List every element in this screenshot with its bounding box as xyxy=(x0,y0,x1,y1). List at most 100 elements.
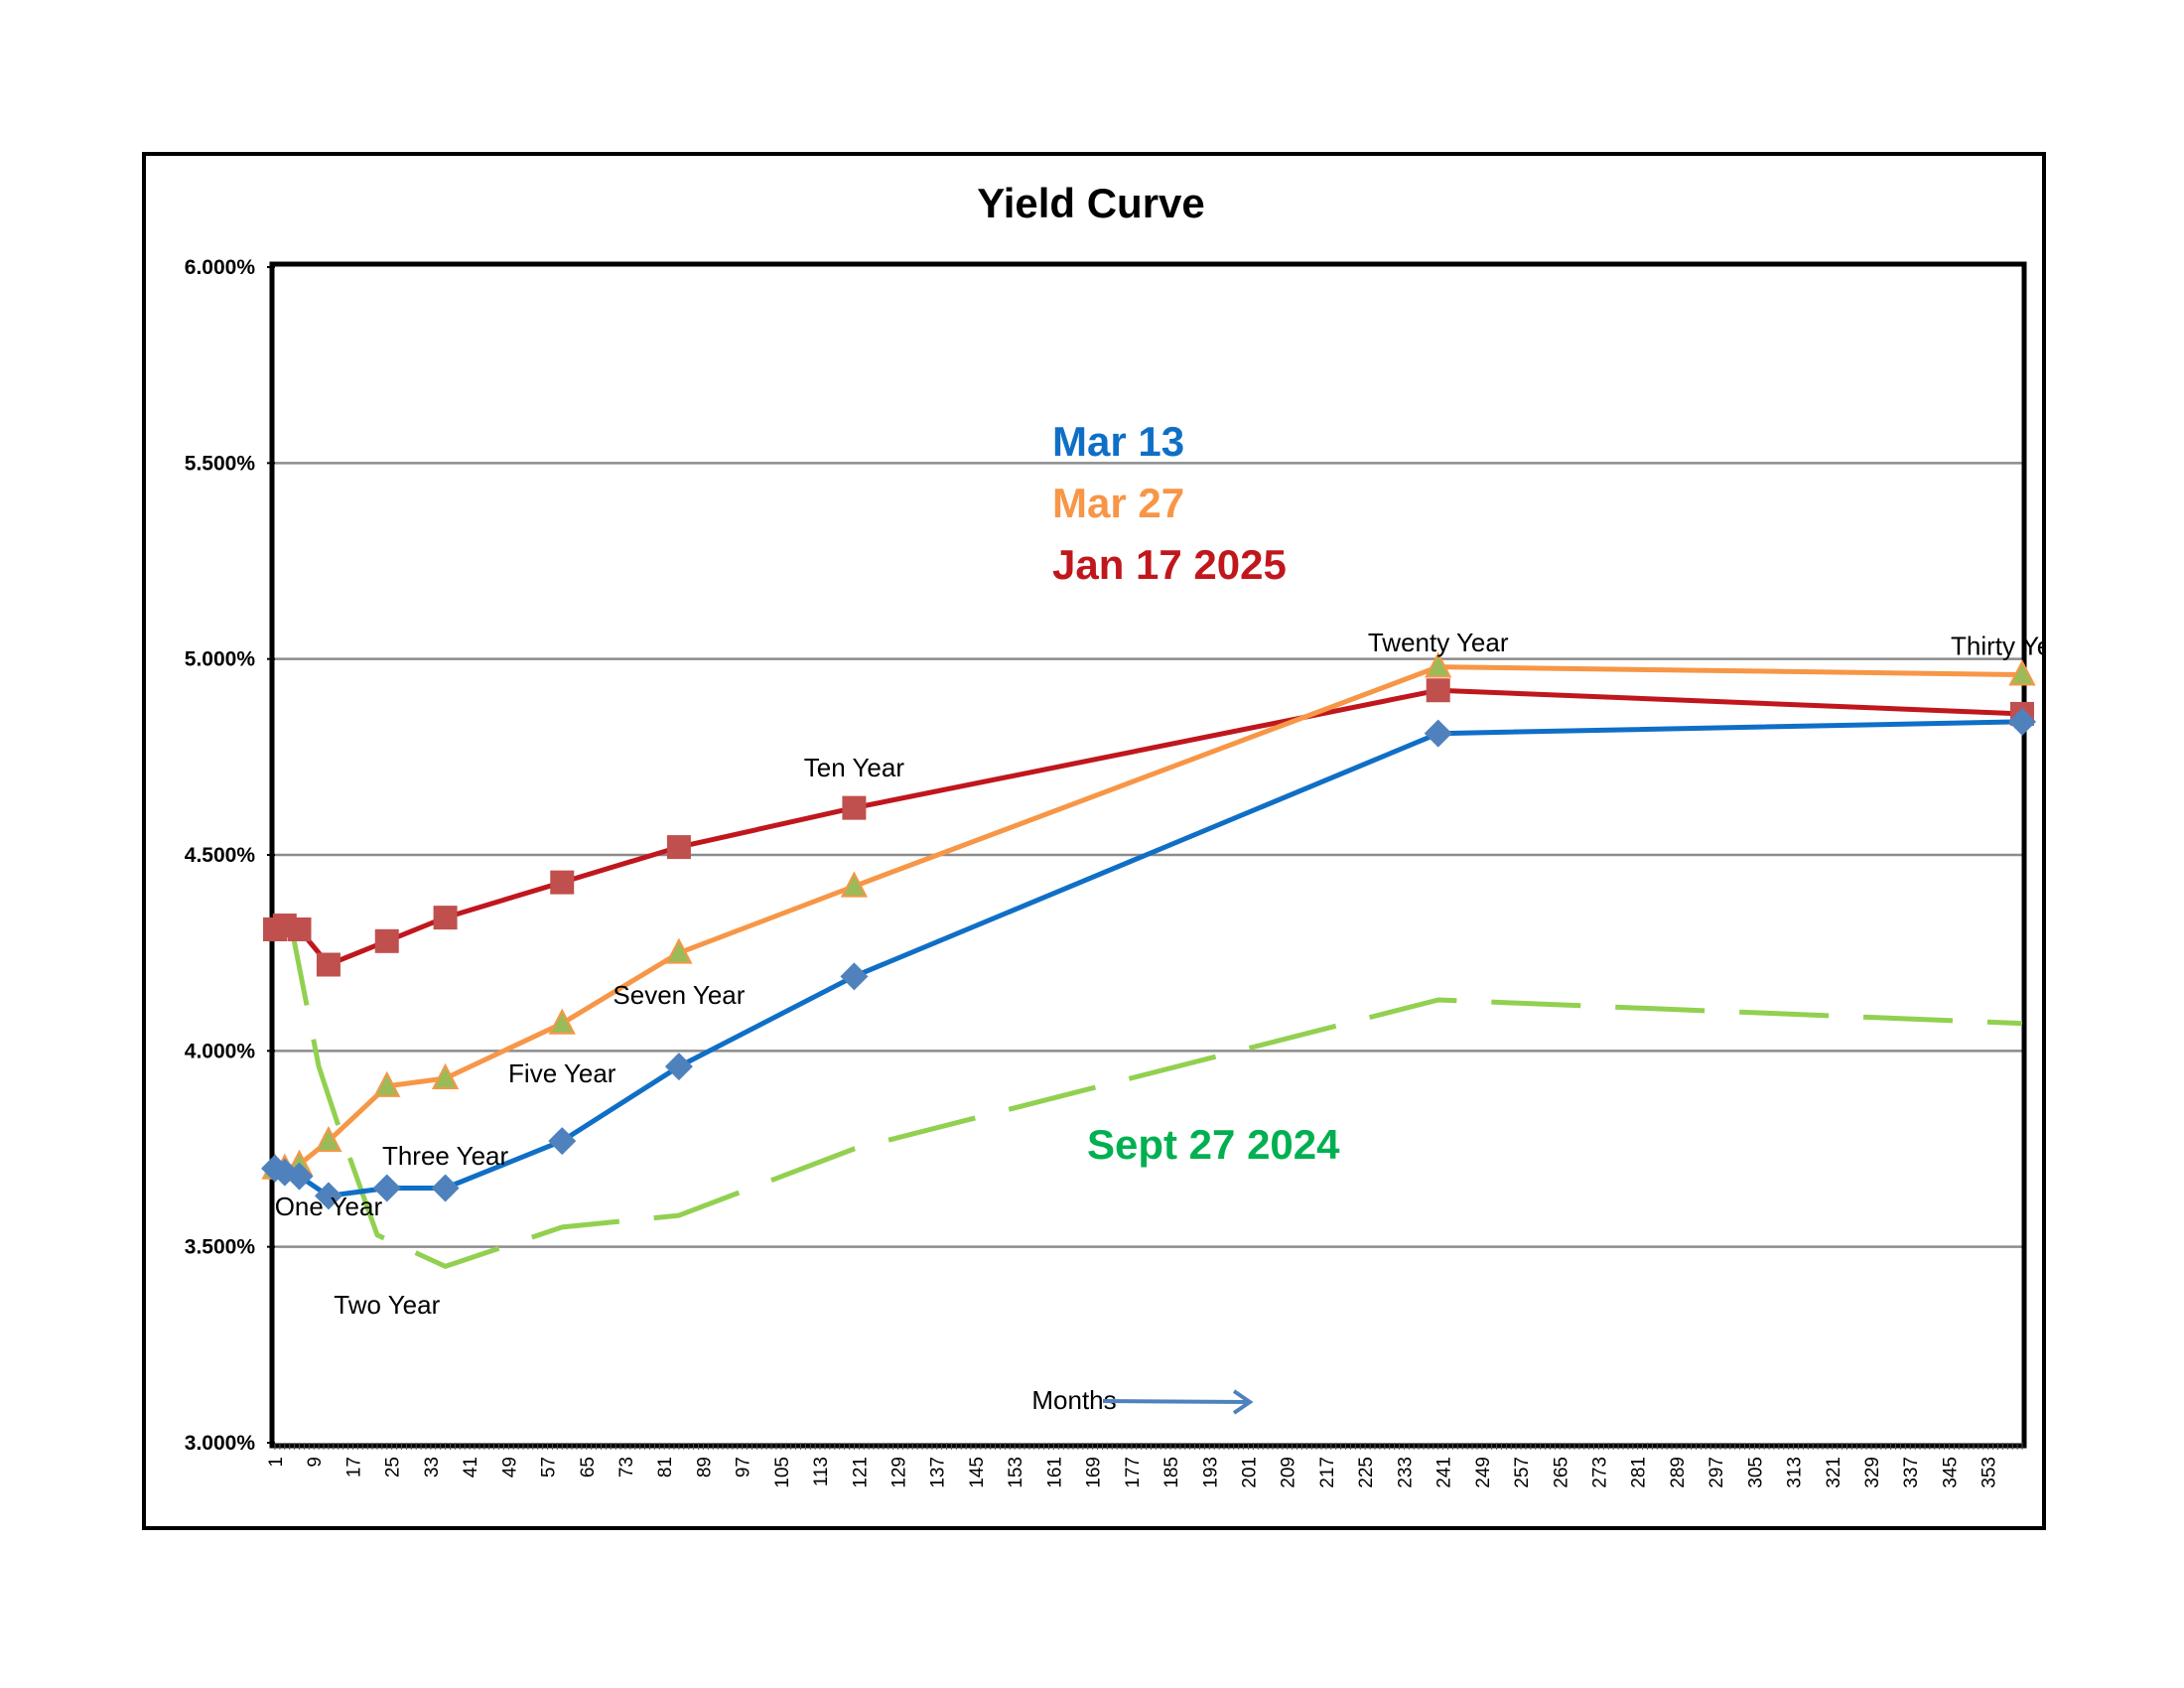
series-mar-13 xyxy=(261,707,2036,1210)
series-line xyxy=(287,916,2023,1269)
x-tick-label: 193 xyxy=(1200,1457,1221,1488)
y-tick-label: 3.500% xyxy=(185,1236,256,1259)
x-tick-label: 41 xyxy=(461,1457,481,1477)
data-point-diamond xyxy=(431,1174,460,1202)
maturity-label: Two Year xyxy=(334,1290,440,1320)
x-tick-label: 297 xyxy=(1706,1457,1727,1488)
data-point-diamond xyxy=(840,962,869,991)
data-point-triangle xyxy=(431,1062,460,1089)
x-tick-label: 129 xyxy=(889,1457,910,1488)
x-tick-label: 185 xyxy=(1161,1457,1182,1488)
y-axis: 3.000% 3.500% 4.000% 4.500% 5.000% 5.500% 6.00… xyxy=(185,256,275,1455)
x-tick-label: 73 xyxy=(616,1457,637,1477)
x-tick-label: 337 xyxy=(1901,1457,1922,1488)
legend: Mar 13 Mar 27 Jan 17 2025 Sept 27 2024 xyxy=(1052,418,1340,1168)
data-point-square xyxy=(374,928,399,953)
data-point-triangle xyxy=(2008,659,2036,686)
data-point-diamond xyxy=(314,1182,342,1210)
maturity-label: Twenty Year xyxy=(1368,628,1509,657)
data-point-square xyxy=(666,835,691,860)
series-mar-27 xyxy=(261,651,2036,1180)
data-point-diamond xyxy=(372,1174,401,1202)
maturity-label: Three Year xyxy=(382,1141,509,1171)
x-tick-label: 177 xyxy=(1123,1457,1144,1488)
data-point-triangle xyxy=(315,1125,342,1153)
x-axis: 1 9 17 25 33 41 49 57 65 73 81 89 97 105 113 121 129 137 1… xyxy=(266,1443,2023,1488)
arrow-shaft xyxy=(1102,1399,1249,1404)
data-point-diamond xyxy=(2008,707,2036,736)
data-point-triangle xyxy=(1425,651,1452,678)
series-label: Sept 27 2024 xyxy=(1087,1121,1340,1168)
x-tick-label: 89 xyxy=(694,1457,715,1477)
x-tick-label: 281 xyxy=(1629,1457,1650,1488)
data-point-triangle xyxy=(548,1008,576,1035)
x-tick-label: 113 xyxy=(811,1457,832,1486)
y-tick-label: 4.000% xyxy=(185,1040,256,1062)
chart-title: Yield Curve xyxy=(977,180,1205,226)
data-point-diamond xyxy=(270,1158,299,1187)
data-point-triangle xyxy=(665,937,693,964)
data-point-square xyxy=(842,795,867,820)
x-tick-label: 225 xyxy=(1356,1457,1377,1488)
maturity-label: Thirty Year xyxy=(1951,632,2042,661)
maturity-label: Ten Year xyxy=(804,753,905,782)
x-tick-label: 233 xyxy=(1395,1457,1416,1488)
legend-label: Mar 27 xyxy=(1052,480,1184,526)
x-tick-label: 137 xyxy=(928,1457,949,1488)
x-tick-label: 201 xyxy=(1240,1457,1261,1488)
x-tick-label: 273 xyxy=(1589,1457,1610,1488)
chart-frame: Yield Curve 3.000% 3.500% 4.000% 4.500% 5.00… xyxy=(142,152,2046,1530)
arrow-icon xyxy=(1232,1389,1254,1415)
x-axis-title-group: Months xyxy=(1031,1385,1254,1415)
series-line xyxy=(274,687,2023,967)
data-point-diamond xyxy=(1424,719,1452,748)
x-tick-label: 97 xyxy=(734,1457,754,1477)
x-tick-label: 321 xyxy=(1824,1457,1844,1488)
y-tick-label: 5.500% xyxy=(185,452,256,475)
maturity-label: Five Year xyxy=(508,1058,616,1088)
x-tick-label: 209 xyxy=(1279,1457,1299,1488)
x-tick-label: 65 xyxy=(578,1457,599,1477)
x-tick-label: 241 xyxy=(1434,1457,1455,1488)
series-sept-27-2024 xyxy=(287,916,2023,1269)
data-point-square xyxy=(550,870,575,895)
x-tick-label: 145 xyxy=(967,1457,988,1488)
x-tick-label: 153 xyxy=(1006,1457,1026,1488)
y-tick-label: 3.000% xyxy=(185,1432,256,1455)
x-tick-label: 81 xyxy=(655,1457,676,1477)
x-tick-label: 25 xyxy=(383,1457,404,1477)
data-point-square xyxy=(316,952,341,977)
x-axis-title: Months xyxy=(1031,1385,1116,1415)
x-tick-label: 105 xyxy=(772,1457,793,1488)
x-tick-label: 313 xyxy=(1785,1457,1806,1488)
x-tick-label: 329 xyxy=(1862,1457,1883,1488)
x-tick-label: 9 xyxy=(305,1457,326,1468)
data-point-square xyxy=(433,906,458,930)
x-tick-label: 257 xyxy=(1512,1457,1533,1488)
legend-label: Mar 13 xyxy=(1052,418,1184,465)
legend-label: Jan 17 2025 xyxy=(1052,541,1287,588)
maturity-label: Seven Year xyxy=(613,980,745,1010)
x-tick-label: 57 xyxy=(539,1457,560,1477)
x-tick-label: 49 xyxy=(499,1457,520,1477)
x-tick-label: 249 xyxy=(1473,1457,1494,1488)
data-point-diamond xyxy=(664,1053,693,1081)
y-tick-label: 5.000% xyxy=(185,648,256,671)
x-tick-label: 121 xyxy=(850,1457,871,1488)
x-tick-label: 17 xyxy=(343,1457,364,1477)
x-tick-label: 33 xyxy=(422,1457,443,1477)
series-jan-17-2025 xyxy=(263,678,2034,977)
x-tick-label: 1 xyxy=(266,1457,287,1468)
x-tick-label: 161 xyxy=(1044,1457,1065,1488)
annotation-layer: One Year Two Year Three Year Five Year Seven… xyxy=(275,628,2042,1320)
data-point-diamond xyxy=(285,1162,314,1191)
maturity-label: One Year xyxy=(275,1192,383,1221)
x-tick-label: 353 xyxy=(1979,1457,2000,1488)
series-line xyxy=(275,664,2023,1172)
y-tick-label: 4.500% xyxy=(185,844,256,867)
data-point-square xyxy=(1426,678,1450,703)
yield-curve-chart: Yield Curve 3.000% 3.500% 4.000% 4.500% 5.00… xyxy=(185,180,2042,1488)
y-tick-label: 6.000% xyxy=(185,256,256,279)
data-point-triangle xyxy=(840,871,869,898)
x-tick-label: 217 xyxy=(1317,1457,1338,1488)
